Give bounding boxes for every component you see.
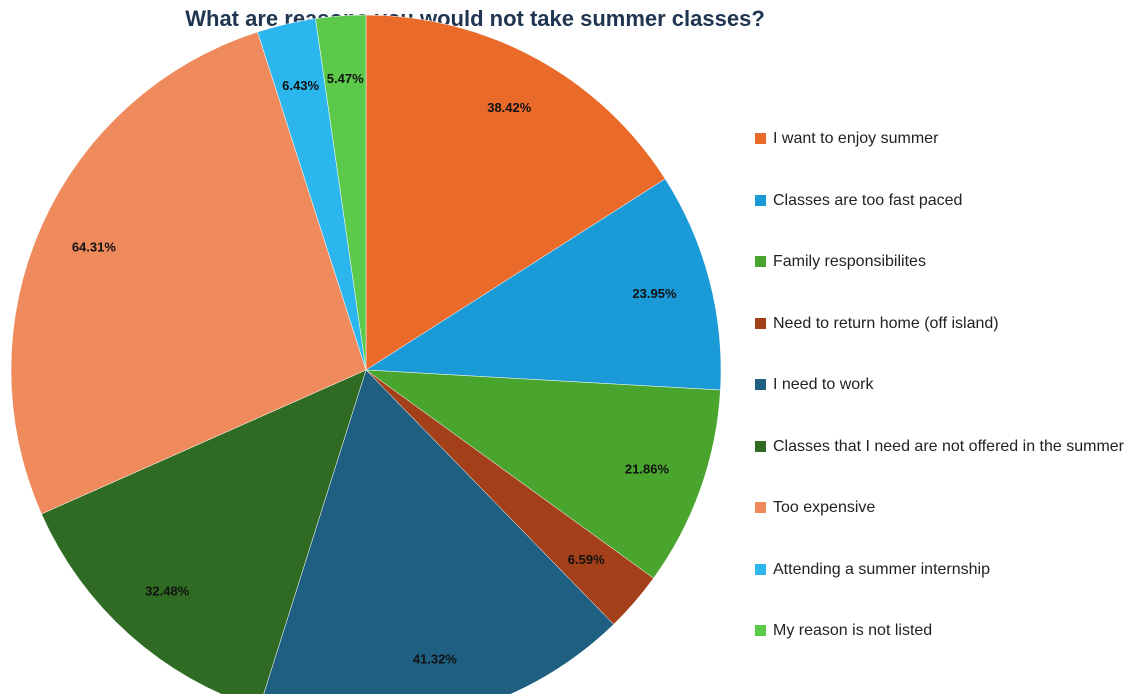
- data-label: 38.42%: [487, 100, 532, 115]
- legend-item: I want to enjoy summer: [755, 128, 1125, 190]
- legend-item: I need to work: [755, 374, 1125, 436]
- legend-item: My reason is not listed: [755, 620, 1125, 682]
- legend-label: Classes that I need are not offered in t…: [773, 437, 1125, 455]
- legend-item: Need to return home (off island): [755, 313, 1125, 375]
- data-label: 5.47%: [327, 71, 364, 86]
- slice: [365, 178, 722, 391]
- data-label: 21.86%: [625, 461, 670, 476]
- legend-swatch: [755, 440, 766, 452]
- legend-item: Classes are too fast paced: [755, 190, 1125, 252]
- data-label: 23.95%: [632, 286, 677, 301]
- legend-swatch: [755, 563, 766, 575]
- slice: [41, 369, 367, 694]
- legend-swatch: [755, 256, 766, 267]
- legend-swatch: [755, 317, 766, 329]
- data-label: 64.31%: [72, 239, 117, 254]
- slice: [365, 14, 666, 371]
- data-label: 6.43%: [282, 78, 319, 93]
- legend-label: Classes are too fast paced: [773, 191, 963, 209]
- legend-label: Attending a summer internship: [773, 560, 990, 578]
- legend-swatch: [755, 194, 766, 206]
- legend-label: I want to enjoy summer: [773, 130, 939, 147]
- legend-item: Family responsibilites: [755, 251, 1125, 313]
- pie: 38.42% 23.95% 21.86% 6.59% 41.32% 32.48% 64.31…: [10, 14, 722, 694]
- legend-label: Too expensive: [773, 499, 876, 516]
- slice: [365, 369, 721, 579]
- legend-label: I need to work: [773, 376, 874, 393]
- data-label: 41.32%: [413, 652, 458, 667]
- legend-swatch: [755, 379, 766, 390]
- slice: [263, 369, 615, 694]
- slice: [10, 31, 367, 515]
- legend-item: Classes that I need are not offered in t…: [755, 436, 1125, 498]
- legend: I want to enjoy summer Classes are too fa…: [755, 128, 1125, 682]
- legend-swatch: [755, 625, 766, 636]
- legend-label: Family responsibilites: [773, 253, 926, 270]
- slice: [315, 14, 367, 371]
- data-label: 6.59%: [568, 552, 605, 567]
- legend-label: Need to return home (off island): [773, 314, 999, 332]
- data-label: 32.48%: [145, 584, 190, 599]
- legend-swatch: [755, 502, 766, 513]
- legend-label: My reason is not listed: [773, 622, 933, 639]
- legend-item: Too expensive: [755, 497, 1125, 559]
- legend-item: Attending a summer internship: [755, 559, 1125, 621]
- legend-swatch: [755, 133, 766, 144]
